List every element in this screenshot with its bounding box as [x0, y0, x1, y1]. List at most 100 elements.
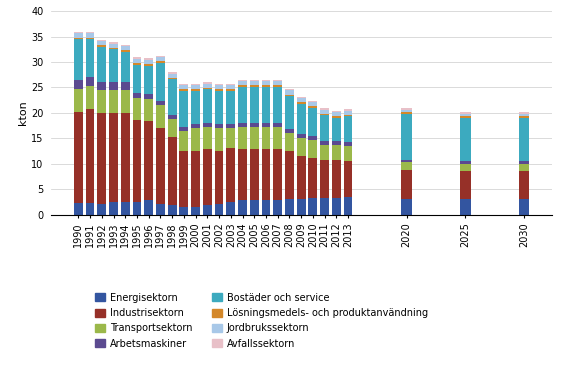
Bar [238, 80, 247, 81]
Bar [401, 114, 412, 160]
Bar [179, 131, 188, 151]
Bar [273, 201, 282, 215]
Bar [297, 134, 306, 138]
Bar [179, 85, 188, 90]
Bar [226, 124, 235, 128]
Bar [308, 158, 318, 198]
Bar [460, 161, 471, 164]
Bar [297, 104, 306, 134]
Bar [401, 160, 412, 162]
Bar [460, 117, 471, 118]
Bar [297, 98, 306, 102]
Bar [285, 199, 294, 215]
Bar [285, 89, 294, 91]
Bar [86, 34, 94, 38]
Bar [320, 145, 329, 160]
Bar [145, 98, 153, 121]
Legend: Energisektorn, Industrisektorn, Transportsektorn, Arbetsmaskiner, Bostäder och s: Energisektorn, Industrisektorn, Transpor… [96, 293, 428, 349]
Bar [179, 90, 188, 91]
Bar [297, 102, 306, 104]
Bar [273, 87, 282, 122]
Bar [133, 98, 141, 121]
Bar [203, 90, 212, 122]
Bar [518, 161, 529, 164]
Bar [320, 108, 329, 110]
Bar [74, 32, 83, 34]
Bar [401, 108, 412, 110]
Bar [215, 85, 224, 90]
Bar [97, 47, 106, 83]
Bar [215, 84, 224, 85]
Bar [145, 65, 153, 94]
Bar [145, 94, 153, 98]
Bar [86, 77, 94, 86]
Bar [109, 44, 118, 48]
Bar [121, 45, 130, 46]
Bar [145, 58, 153, 60]
Bar [86, 109, 94, 204]
Bar [226, 128, 235, 148]
Bar [250, 149, 259, 201]
Bar [518, 171, 529, 199]
Bar [518, 117, 529, 118]
Bar [145, 121, 153, 201]
Bar [156, 105, 165, 128]
Bar [308, 136, 318, 140]
Bar [518, 164, 529, 171]
Bar [285, 133, 294, 151]
Bar [133, 57, 141, 59]
Bar [344, 197, 352, 215]
Bar [332, 117, 341, 118]
Bar [320, 110, 329, 114]
Bar [460, 199, 471, 215]
Bar [262, 127, 270, 149]
Bar [238, 81, 247, 85]
Bar [332, 141, 341, 145]
Bar [121, 202, 130, 215]
Bar [203, 84, 212, 88]
Bar [273, 85, 282, 87]
Bar [156, 63, 165, 101]
Bar [285, 91, 294, 95]
Bar [179, 207, 188, 215]
Bar [460, 112, 471, 114]
Bar [344, 115, 352, 117]
Bar [273, 81, 282, 85]
Bar [285, 129, 294, 133]
Bar [168, 78, 176, 79]
Bar [320, 198, 329, 215]
Bar [86, 39, 94, 77]
Bar [168, 137, 176, 205]
Bar [191, 91, 200, 124]
Bar [203, 149, 212, 205]
Bar [250, 201, 259, 215]
Bar [518, 118, 529, 161]
Bar [168, 79, 176, 115]
Bar [332, 118, 341, 141]
Bar [273, 127, 282, 149]
Bar [179, 151, 188, 207]
Bar [86, 204, 94, 215]
Bar [332, 145, 341, 160]
Bar [262, 81, 270, 85]
Bar [308, 108, 318, 136]
Bar [344, 109, 352, 111]
Bar [145, 60, 153, 64]
Bar [344, 146, 352, 161]
Bar [401, 112, 412, 114]
Bar [145, 201, 153, 215]
Bar [191, 151, 200, 207]
Bar [179, 91, 188, 127]
Bar [262, 85, 270, 87]
Bar [121, 50, 130, 52]
Bar [320, 160, 329, 198]
Bar [215, 90, 224, 91]
Bar [191, 207, 200, 215]
Bar [320, 115, 329, 141]
Bar [121, 52, 130, 83]
Bar [191, 85, 200, 90]
Bar [109, 202, 118, 215]
Bar [285, 96, 294, 129]
Bar [238, 149, 247, 201]
Bar [133, 202, 141, 215]
